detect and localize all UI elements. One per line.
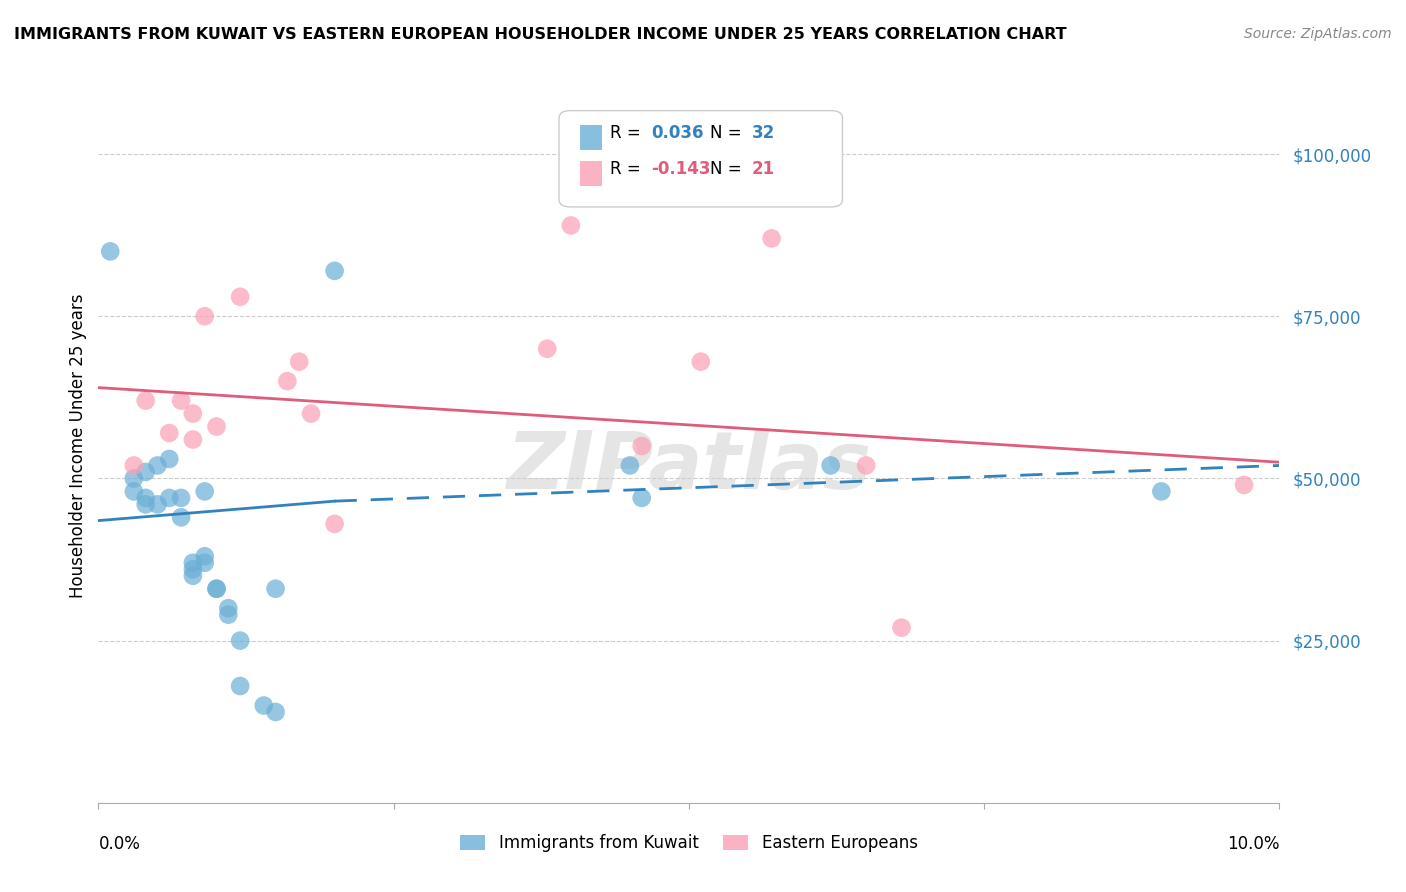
- Text: Source: ZipAtlas.com: Source: ZipAtlas.com: [1244, 27, 1392, 41]
- Point: [276, 374, 298, 388]
- Point: [181, 556, 204, 570]
- Point: [146, 458, 169, 473]
- Point: [217, 601, 239, 615]
- Point: [146, 497, 169, 511]
- Point: [820, 458, 842, 473]
- Point: [229, 633, 252, 648]
- Point: [98, 244, 121, 259]
- Point: [157, 425, 180, 440]
- Point: [630, 491, 652, 505]
- Point: [630, 439, 652, 453]
- Text: 10.0%: 10.0%: [1227, 835, 1279, 853]
- Point: [170, 510, 193, 524]
- Text: -0.143: -0.143: [651, 161, 710, 178]
- Point: [323, 516, 346, 531]
- Point: [194, 556, 217, 570]
- Text: R =: R =: [610, 125, 645, 143]
- Point: [194, 310, 217, 324]
- Point: [323, 264, 346, 278]
- Text: ZIPatlas: ZIPatlas: [506, 428, 872, 507]
- Text: 32: 32: [752, 125, 775, 143]
- Point: [855, 458, 877, 473]
- Point: [194, 549, 217, 564]
- Point: [135, 465, 157, 479]
- Text: 0.036: 0.036: [651, 125, 703, 143]
- Point: [761, 231, 783, 245]
- Point: [122, 471, 145, 485]
- Point: [122, 458, 145, 473]
- Point: [288, 354, 311, 368]
- Point: [689, 354, 711, 368]
- Text: 21: 21: [752, 161, 775, 178]
- Legend: Immigrants from Kuwait, Eastern Europeans: Immigrants from Kuwait, Eastern European…: [454, 828, 924, 859]
- Point: [264, 582, 287, 596]
- Text: IMMIGRANTS FROM KUWAIT VS EASTERN EUROPEAN HOUSEHOLDER INCOME UNDER 25 YEARS COR: IMMIGRANTS FROM KUWAIT VS EASTERN EUROPE…: [14, 27, 1067, 42]
- Point: [1233, 478, 1256, 492]
- Point: [205, 419, 228, 434]
- Text: N =: N =: [710, 161, 747, 178]
- Point: [619, 458, 641, 473]
- Point: [135, 393, 157, 408]
- Point: [299, 407, 322, 421]
- Point: [181, 562, 204, 576]
- Point: [560, 219, 582, 233]
- Point: [1150, 484, 1173, 499]
- Point: [157, 452, 180, 467]
- Bar: [581, 125, 602, 150]
- Point: [170, 491, 193, 505]
- Point: [536, 342, 558, 356]
- Point: [135, 497, 157, 511]
- Point: [253, 698, 276, 713]
- Point: [264, 705, 287, 719]
- FancyBboxPatch shape: [560, 111, 842, 207]
- Point: [205, 582, 228, 596]
- Point: [181, 568, 204, 582]
- Text: R =: R =: [610, 161, 645, 178]
- Text: 0.0%: 0.0%: [98, 835, 141, 853]
- Point: [181, 433, 204, 447]
- Bar: [581, 161, 602, 186]
- Point: [890, 621, 912, 635]
- Point: [122, 484, 145, 499]
- Point: [229, 679, 252, 693]
- Text: N =: N =: [710, 125, 747, 143]
- Point: [217, 607, 239, 622]
- Point: [135, 491, 157, 505]
- Point: [170, 393, 193, 408]
- Point: [229, 290, 252, 304]
- Point: [194, 484, 217, 499]
- Point: [181, 407, 204, 421]
- Point: [157, 491, 180, 505]
- Point: [205, 582, 228, 596]
- Y-axis label: Householder Income Under 25 years: Householder Income Under 25 years: [69, 293, 87, 599]
